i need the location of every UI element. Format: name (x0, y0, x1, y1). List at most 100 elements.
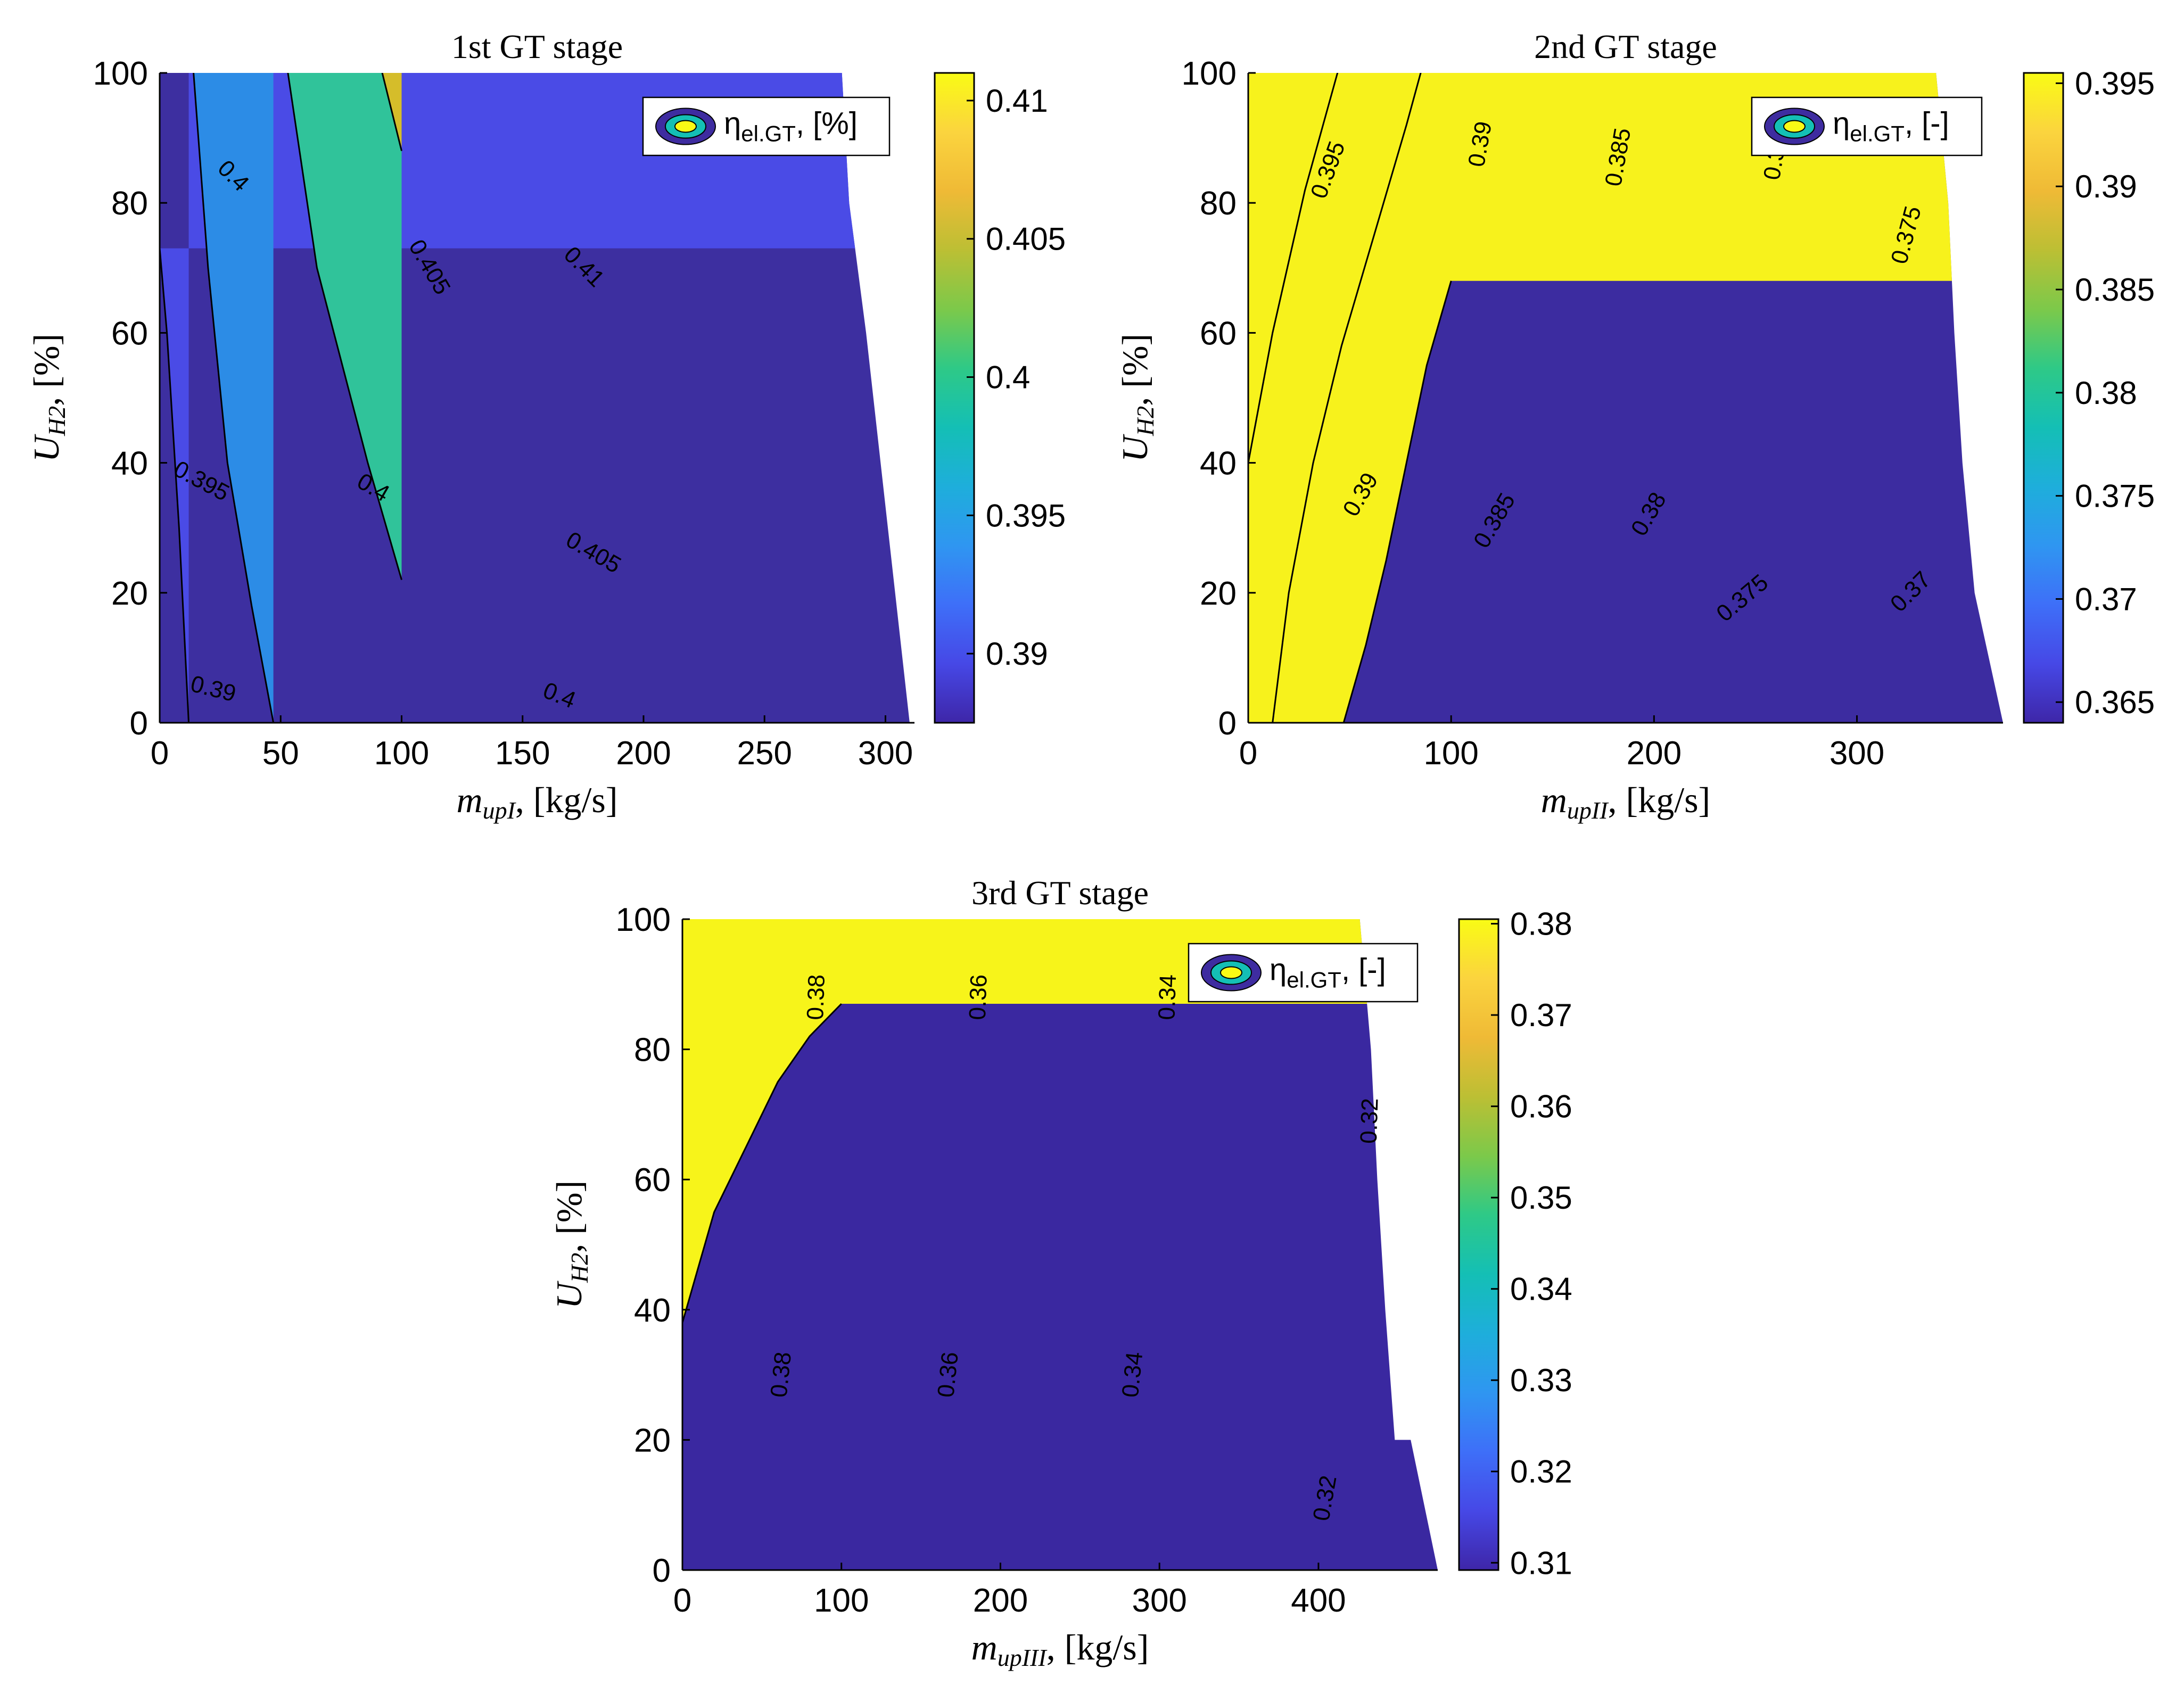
x-tick-label: 100 (1423, 735, 1478, 772)
contour-label: 0.38 (766, 1351, 797, 1399)
y-tick-label: 60 (634, 1162, 671, 1199)
colorbar-tick-label: 0.35 (1510, 1180, 1572, 1216)
colorbar-tick-label: 0.33 (1510, 1363, 1572, 1398)
contour-lines (682, 1003, 842, 1323)
y-tick-label: 80 (111, 185, 148, 222)
y-tick-label: 20 (111, 575, 148, 612)
colorbar-tick-label: 0.41 (986, 83, 1048, 119)
contour-line-0.385 (1248, 73, 1452, 463)
x-tick-label: 400 (1291, 1582, 1346, 1619)
contour-label: 0.34 (1117, 1351, 1148, 1399)
contour-label: 0.38 (802, 974, 830, 1020)
contour-label: 0.36 (933, 1351, 963, 1399)
colorbar-tick-label: 0.39 (986, 636, 1048, 672)
x-tick-label: 150 (495, 735, 550, 772)
colorbar-tick-label: 0.395 (986, 498, 1066, 533)
chart-title: 2nd GT stage (1534, 28, 1717, 65)
legend: ηel.GT, [%] (642, 96, 891, 156)
filled-bands (160, 73, 910, 723)
colorbar-tick-label: 0.31 (1510, 1545, 1572, 1581)
colorbar-tick-label: 0.375 (2075, 478, 2155, 514)
contour-line-0.39 (160, 248, 189, 723)
colorbar-tick-label: 0.39 (2075, 169, 2137, 204)
legend-label: ηel.GT, [-] (1270, 953, 1386, 993)
y-tick-label: 60 (1200, 315, 1237, 352)
contour-lines (1248, 73, 1452, 723)
legend-label: ηel.GT, [%] (724, 106, 858, 146)
x-tick-label: 0 (673, 1582, 691, 1619)
colorbar-tick-label: 0.34 (1510, 1271, 1572, 1307)
contour-line-0.39 (1272, 73, 1452, 723)
x-tick-label: 300 (1829, 735, 1884, 772)
x-axis-label: mupIII, [kg/s] (971, 1627, 1149, 1671)
x-tick-label: 200 (973, 1582, 1028, 1619)
legend: ηel.GT, [-] (1751, 96, 1983, 156)
x-tick-label: 250 (737, 735, 792, 772)
colorbar: 0.365 0.37 0.375 0.38 0.385 0.39 0.395 (2023, 65, 2155, 724)
x-tick-label: 200 (1627, 735, 1682, 772)
y-tick-label: 80 (1200, 185, 1237, 222)
contour-line-0.4 (160, 73, 402, 580)
x-tick-label: 100 (814, 1582, 869, 1619)
x-tick-label: 300 (1132, 1582, 1186, 1619)
colorbar-tick-label: 0.365 (2075, 684, 2155, 720)
x-tick-label: 0 (1239, 735, 1257, 772)
y-axis-label: UH2, [%] (26, 334, 70, 462)
band-6 (1248, 73, 2003, 723)
contour-label: 0.36 (965, 974, 992, 1020)
y-axis-label: UH2, [%] (1115, 334, 1159, 462)
y-tick-label: 100 (1182, 55, 1237, 92)
contour-label: 0.32 (1356, 1097, 1383, 1144)
colorbar-gradient (2023, 72, 2064, 724)
colorbar-gradient (934, 72, 975, 724)
contour-line-0.395 (1342, 280, 1452, 723)
y-tick-label: 100 (93, 55, 148, 92)
x-axis-label: mupII, [kg/s] (1541, 780, 1710, 824)
y-tick-label: 40 (634, 1292, 671, 1329)
colorbar-tick-label: 0.405 (986, 221, 1066, 257)
y-tick-label: 20 (1200, 575, 1237, 612)
panel-3: 0.38 0.36 0.340.320.38 0.36 0.340.320 100 200 3… (549, 874, 1572, 1671)
y-tick-label: 20 (634, 1422, 671, 1459)
y-tick-label: 100 (616, 902, 671, 938)
y-axis-label: UH2, [%] (549, 1180, 593, 1309)
colorbar-tick-label: 0.36 (1510, 1089, 1572, 1125)
legend: ηel.GT, [-] (1188, 943, 1419, 1003)
contour-line-0.38 (682, 1003, 842, 1323)
contour-label: 0.34 (1153, 974, 1181, 1020)
x-tick-label: 300 (858, 735, 913, 772)
legend-label: ηel.GT, [-] (1833, 106, 1949, 146)
filled-bands (1248, 73, 2003, 723)
y-tick-label: 0 (653, 1553, 671, 1589)
x-axis-label: mupI, [kg/s] (456, 780, 617, 824)
y-tick-label: 0 (130, 705, 148, 742)
y-tick-label: 60 (111, 315, 148, 352)
y-tick-label: 40 (1200, 445, 1237, 482)
chart-title: 1st GT stage (451, 28, 623, 65)
contour-line-0.395 (160, 73, 275, 723)
x-tick-label: 200 (616, 735, 671, 772)
colorbar: 0.39 0.395 0.4 0.405 0.41 (934, 72, 1066, 724)
x-tick-label: 0 (151, 735, 169, 772)
y-tick-label: 80 (634, 1032, 671, 1069)
colorbar-tick-label: 0.385 (2075, 272, 2155, 308)
colorbar-tick-label: 0.32 (1510, 1454, 1572, 1490)
band-3 (160, 73, 910, 580)
colorbar-gradient (1458, 918, 1499, 1571)
colorbar-tick-label: 0.395 (2075, 65, 2155, 101)
colorbar: 0.31 0.32 0.33 0.34 0.35 0.36 0.37 0.38 (1458, 906, 1572, 1581)
colorbar-tick-label: 0.38 (1510, 906, 1572, 942)
contour-lines (160, 73, 402, 723)
chart-title: 3rd GT stage (971, 874, 1149, 912)
y-tick-label: 0 (1218, 705, 1237, 742)
x-tick-label: 50 (262, 735, 299, 772)
colorbar-tick-label: 0.37 (1510, 997, 1572, 1033)
x-tick-label: 100 (374, 735, 429, 772)
colorbar-tick-label: 0.37 (2075, 581, 2137, 617)
y-tick-label: 40 (111, 445, 148, 482)
colorbar-tick-label: 0.4 (986, 360, 1030, 395)
colorbar-tick-label: 0.38 (2075, 375, 2137, 411)
